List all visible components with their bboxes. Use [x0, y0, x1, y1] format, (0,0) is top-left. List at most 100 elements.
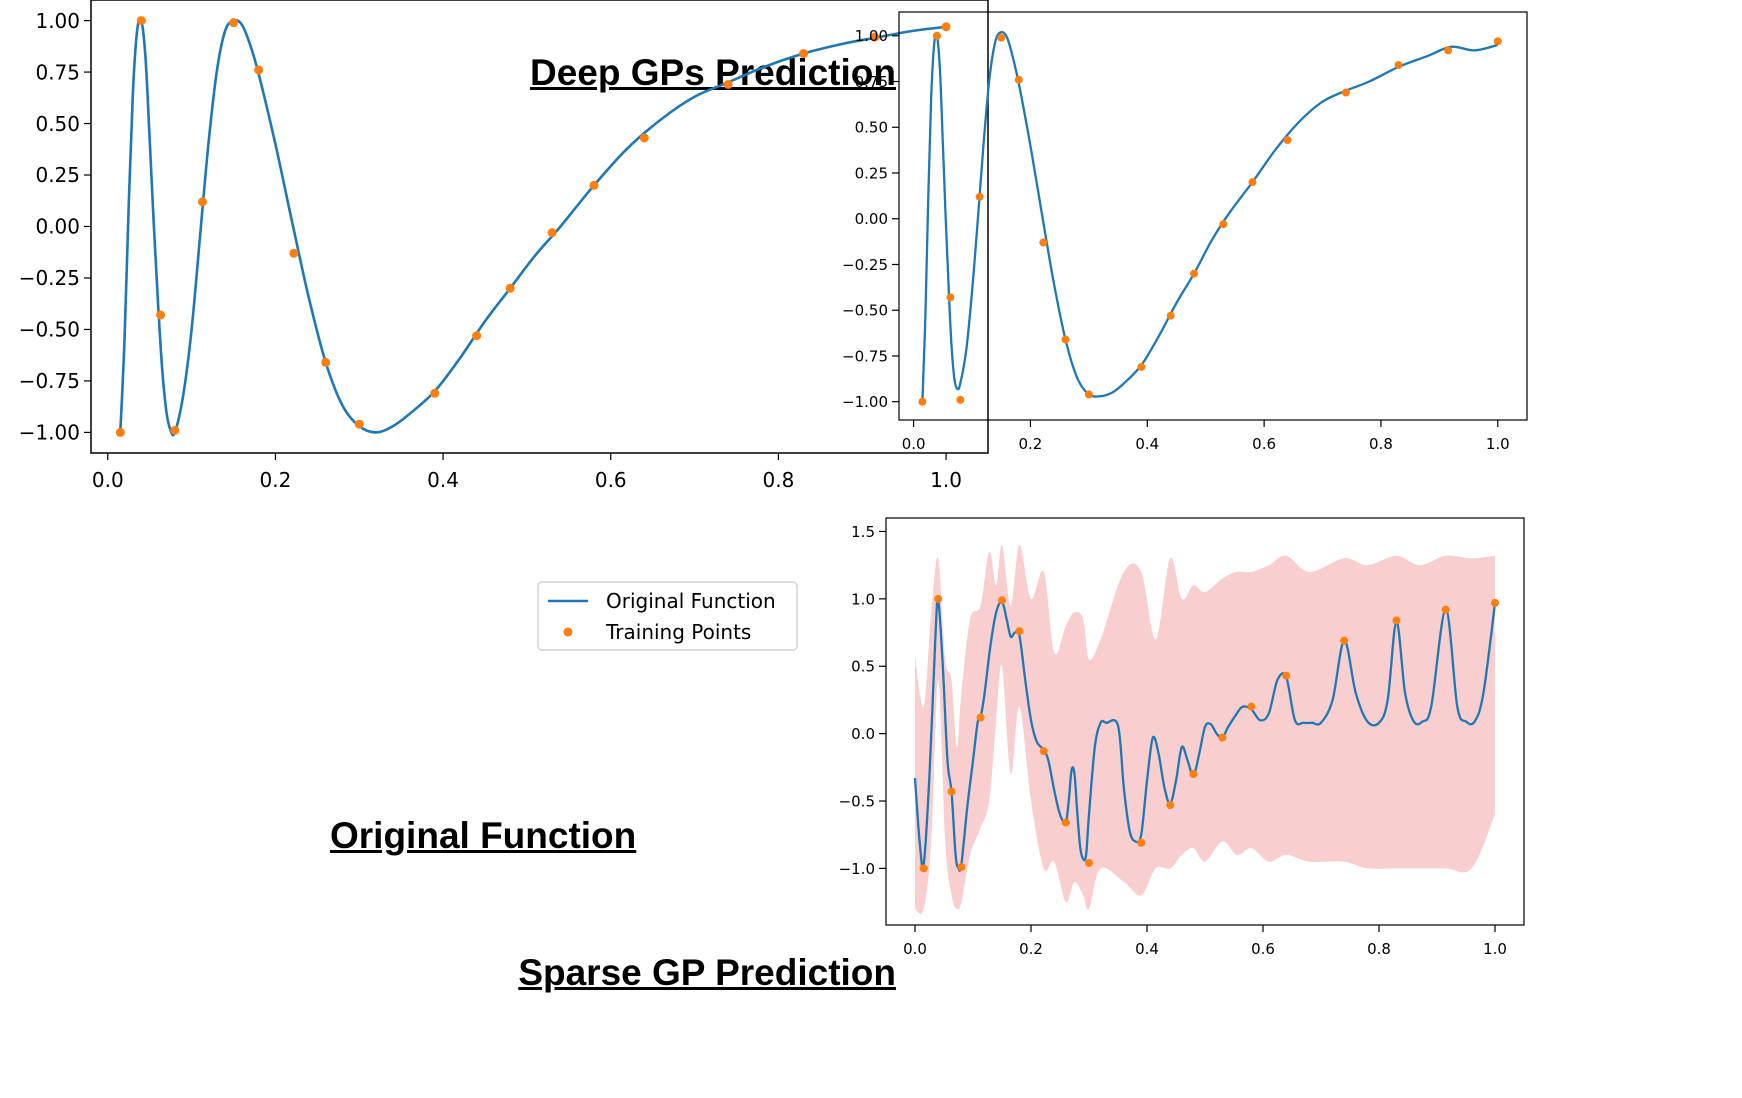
original-x-tick-label: 0.8 [763, 468, 795, 492]
sparse-training-point [976, 713, 985, 722]
original-training-point [170, 425, 180, 435]
deep-training-point [1394, 61, 1403, 70]
original-training-point [589, 180, 599, 190]
sparse-training-point [947, 787, 956, 796]
original-training-point [430, 388, 440, 398]
deep-y-tick-label: 1.00 [855, 27, 888, 45]
legend-label-original-function: Original Function [606, 589, 776, 613]
sparse-y-tick-label: 0.0 [851, 725, 875, 743]
deep-y-tick-label: 0.00 [855, 210, 888, 228]
deep-training-point [1341, 88, 1350, 97]
original-training-point [197, 197, 207, 207]
sparse-training-point [1247, 702, 1256, 711]
sparse-x-tick-label: 0.0 [903, 940, 927, 958]
sparse-x-tick-label: 1.0 [1483, 940, 1507, 958]
sparse-training-point [1085, 859, 1093, 868]
original-y-tick-label: −0.25 [19, 266, 80, 290]
deep-y-tick-label: −0.25 [842, 256, 888, 274]
original-y-tick-label: 1.00 [35, 9, 80, 33]
sparse-gp-prediction-caption: Sparse GP Prediction [518, 952, 896, 993]
original-y-tick-label: 0.50 [35, 112, 80, 136]
deep-line-series [921, 30, 1499, 402]
original-training-point [254, 65, 264, 75]
original-legend: Original Function Training Points [537, 581, 798, 651]
original-training-point [723, 79, 733, 89]
sparse-x-tick-label: 0.2 [1019, 940, 1043, 958]
deep-training-point [1137, 362, 1146, 371]
deep-gps-prediction-chart: 0.0 0.2 0.4 0.6 0.8 1.0 1.00 0.75 0.50 0.25 0.00 −0… [842, 11, 1528, 453]
sparse-x-tick-label: 0.4 [1135, 940, 1159, 958]
original-y-tick-label: −0.75 [19, 369, 80, 393]
sparse-training-point [998, 596, 1006, 605]
original-x-tick-label: 0.4 [427, 468, 459, 492]
sparse-training-point [1340, 636, 1349, 645]
deep-training-point [1493, 37, 1502, 46]
sparse-training-point [1015, 627, 1024, 636]
original-function-caption: Original Function [330, 815, 637, 856]
original-training-point [941, 22, 951, 32]
original-training-point [354, 419, 364, 429]
original-x-tick-label: 0.2 [260, 468, 292, 492]
deep-training-point [946, 293, 955, 302]
deep-training-point [956, 395, 965, 404]
deep-training-point [1444, 46, 1453, 55]
deep-training-point [1039, 238, 1048, 247]
deep-training-point [1061, 335, 1070, 344]
original-y-tick-label: −0.50 [19, 318, 80, 342]
original-x-tick-label: 1.0 [930, 468, 962, 492]
deep-y-tick-label: 0.25 [855, 164, 888, 182]
deep-x-tick-label: 0.0 [902, 435, 926, 453]
sparse-training-point [934, 594, 943, 603]
deep-training-point [975, 192, 984, 201]
sparse-training-point [1392, 616, 1401, 625]
deep-x-tick-label: 0.4 [1135, 435, 1159, 453]
deep-x-tick-label: 0.6 [1252, 435, 1276, 453]
deep-training-point [1283, 136, 1292, 145]
sparse-y-tick-label: 1.0 [851, 590, 875, 608]
deep-y-tick-label: −1.00 [842, 393, 888, 411]
sparse-gp-prediction-chart: 0.0 0.2 0.4 0.6 0.8 1.0 1.5 1.0 0.5 0.0 −0.5 −1.0 [839, 517, 1525, 958]
deep-y-tick-label: 0.50 [855, 119, 888, 137]
original-training-point [505, 283, 515, 293]
sparse-training-point [1441, 605, 1450, 614]
deep-training-point [918, 397, 927, 406]
original-training-point [547, 228, 557, 238]
deep-training-point [997, 33, 1006, 42]
sparse-training-point [1282, 671, 1291, 680]
original-x-tick-label: 0.0 [92, 468, 124, 492]
deep-x-tick-label: 0.8 [1369, 435, 1393, 453]
deep-y-tick-label: 0.75 [855, 73, 888, 91]
sparse-y-tick-label: 0.5 [851, 658, 875, 676]
sparse-training-point [919, 864, 928, 873]
deep-training-point [932, 31, 941, 40]
sparse-training-point [1189, 770, 1198, 779]
legend-label-training-points: Training Points [605, 620, 751, 644]
original-y-tick-label: 0.25 [35, 163, 80, 187]
sparse-y-tick-label: −0.5 [839, 792, 875, 810]
original-y-tick-label: 0.00 [35, 215, 80, 239]
sparse-training-point [1061, 818, 1070, 827]
deep-training-point [1190, 269, 1199, 278]
original-training-point [321, 357, 331, 367]
sparse-training-point [1039, 747, 1048, 756]
sparse-training-point [1218, 733, 1227, 742]
legend-box [537, 581, 798, 651]
original-training-point [289, 248, 299, 258]
deep-gps-prediction-caption: Deep GPs Prediction [530, 52, 896, 93]
original-training-point [136, 16, 146, 26]
sparse-x-tick-label: 0.6 [1251, 940, 1275, 958]
original-training-point [229, 18, 239, 28]
deep-y-tick-label: −0.75 [842, 347, 888, 365]
original-training-point [799, 49, 809, 59]
deep-x-tick-label: 0.2 [1019, 435, 1043, 453]
original-y-tick-label: 0.75 [35, 60, 80, 84]
sparse-training-point [1137, 838, 1146, 847]
sparse-y-tick-label: 1.5 [851, 523, 875, 541]
sparse-x-tick-label: 0.8 [1367, 940, 1391, 958]
original-training-point [472, 331, 482, 341]
deep-training-point [1219, 220, 1228, 229]
legend-point-swatch [563, 627, 573, 637]
original-training-point [156, 310, 166, 320]
sparse-y-tick-label: −1.0 [839, 860, 875, 878]
sparse-training-point [1166, 801, 1175, 810]
